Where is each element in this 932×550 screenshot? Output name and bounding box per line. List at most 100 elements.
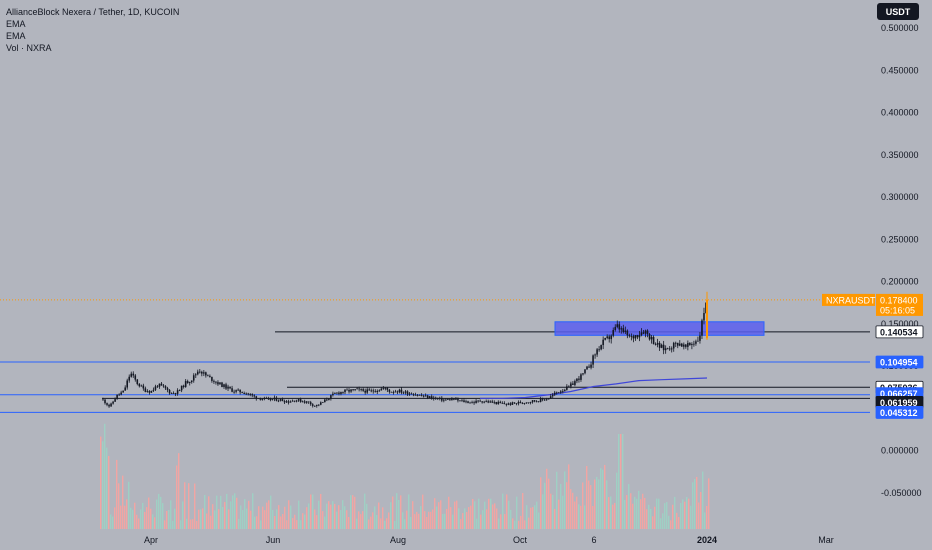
volume-bar bbox=[370, 516, 372, 529]
legend-volume[interactable]: Vol · NXRA bbox=[6, 43, 52, 53]
volume-bar bbox=[156, 499, 158, 529]
candle-body bbox=[574, 381, 576, 385]
volume-bar bbox=[300, 520, 302, 529]
candle-body bbox=[697, 340, 699, 342]
candle-body bbox=[434, 397, 437, 399]
candle-body bbox=[211, 376, 213, 381]
volume-bar bbox=[668, 515, 670, 529]
candle-body bbox=[332, 393, 334, 396]
volume-bar bbox=[524, 520, 526, 529]
volume-bar bbox=[202, 508, 204, 529]
candle-body bbox=[422, 395, 425, 397]
candle-body bbox=[568, 386, 570, 388]
candle-body bbox=[471, 402, 473, 404]
volume-bar bbox=[492, 504, 494, 529]
candle-body bbox=[559, 391, 562, 393]
volume-bar bbox=[162, 503, 164, 529]
volume-bar bbox=[586, 466, 588, 529]
candle-body bbox=[459, 400, 461, 402]
candle-body bbox=[608, 336, 610, 340]
candle-body bbox=[221, 382, 223, 387]
volume-bar bbox=[256, 516, 258, 529]
candle-body bbox=[449, 399, 451, 401]
candle-body bbox=[683, 344, 685, 347]
candle-body bbox=[106, 403, 108, 405]
candle-body bbox=[652, 336, 655, 345]
legend-ema-2[interactable]: EMA bbox=[6, 31, 26, 41]
volume-bar bbox=[280, 516, 282, 529]
volume-bar bbox=[676, 512, 678, 529]
volume-bar bbox=[516, 496, 518, 529]
volume-bar bbox=[532, 507, 534, 529]
volume-bar bbox=[642, 493, 644, 529]
zone-rect bbox=[554, 321, 765, 336]
volume-bar bbox=[138, 518, 140, 529]
candle-body bbox=[660, 344, 663, 348]
candle-body bbox=[453, 398, 455, 400]
volume-bar bbox=[140, 509, 142, 529]
candle-body bbox=[465, 401, 467, 403]
volume-bar bbox=[322, 511, 324, 529]
volume-bar bbox=[666, 502, 668, 529]
candle-body bbox=[366, 389, 368, 393]
volume-bar bbox=[274, 516, 276, 529]
volume-bar bbox=[680, 503, 682, 529]
candle-body bbox=[592, 355, 594, 365]
candle-body bbox=[289, 401, 292, 403]
candle-body bbox=[699, 335, 701, 341]
volume-bar bbox=[504, 514, 506, 529]
volume-bar bbox=[234, 493, 236, 529]
candle-body bbox=[134, 375, 137, 380]
candle-body bbox=[158, 383, 161, 387]
candle-body bbox=[317, 404, 320, 406]
candle-body bbox=[370, 390, 373, 392]
candle-body bbox=[132, 373, 135, 376]
volume-bar bbox=[112, 516, 114, 529]
volume-bar bbox=[394, 520, 396, 529]
volume-bar bbox=[392, 496, 394, 529]
y-tick-label: 0.000000 bbox=[881, 446, 919, 456]
candle-body bbox=[495, 401, 498, 405]
volume-bar bbox=[510, 509, 512, 529]
volume-bar bbox=[434, 498, 436, 529]
y-tick-label: 0.150000 bbox=[881, 319, 919, 329]
candle-body bbox=[199, 371, 201, 373]
candle-body bbox=[523, 402, 526, 404]
candle-body bbox=[396, 391, 399, 393]
volume-bar bbox=[166, 510, 168, 529]
volume-bar bbox=[378, 502, 380, 529]
volume-bar bbox=[580, 505, 582, 529]
candle-body bbox=[501, 402, 504, 404]
volume-bar bbox=[656, 498, 658, 529]
candle-body bbox=[382, 388, 385, 389]
volume-bar bbox=[308, 503, 310, 529]
candle-body bbox=[265, 398, 268, 399]
candle-body bbox=[670, 348, 673, 350]
candle-body bbox=[543, 399, 546, 401]
candle-body bbox=[674, 342, 677, 344]
candle-body bbox=[695, 341, 697, 344]
candle-body bbox=[491, 401, 494, 403]
candle-body bbox=[461, 400, 463, 402]
volume-bar bbox=[584, 505, 586, 529]
candle-body bbox=[519, 401, 522, 404]
candle-body bbox=[400, 389, 403, 393]
candle-body bbox=[303, 401, 306, 403]
legend-ema-1[interactable]: EMA bbox=[6, 19, 26, 29]
volume-bar bbox=[576, 496, 578, 529]
volume-bar bbox=[114, 507, 116, 529]
x-tick-label: 6 bbox=[591, 535, 596, 545]
volume-bar bbox=[216, 495, 218, 529]
candle-body bbox=[116, 394, 118, 400]
candle-body bbox=[628, 335, 631, 337]
candle-body bbox=[374, 391, 377, 393]
currency-button[interactable]: USDT bbox=[877, 3, 919, 20]
candle-body bbox=[416, 394, 419, 396]
volume-bar bbox=[442, 513, 444, 529]
candle-body bbox=[148, 391, 151, 393]
candle-body bbox=[612, 330, 615, 336]
volume-bar bbox=[122, 475, 124, 529]
volume-bar bbox=[406, 510, 408, 529]
candle-body bbox=[166, 388, 169, 390]
